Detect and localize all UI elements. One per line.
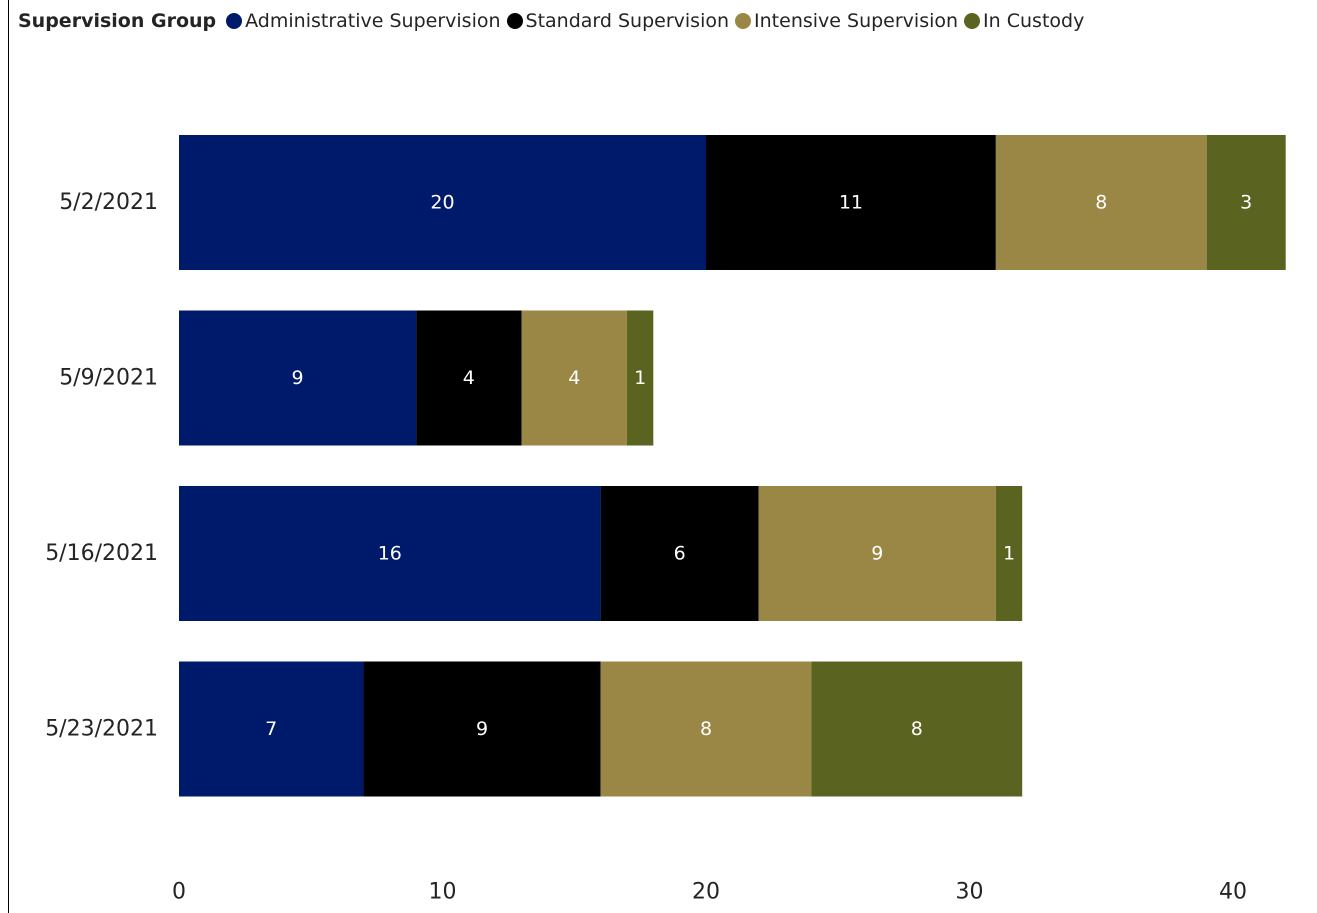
bar-segment[interactable] <box>626 310 654 446</box>
left-border <box>0 0 9 913</box>
bar-segment[interactable] <box>758 486 996 621</box>
legend-title: Supervision Group <box>18 10 217 32</box>
data-label: 4 <box>568 367 580 389</box>
x-tick-label: 40 <box>1219 880 1247 905</box>
legend-label: Intensive Supervision <box>754 10 959 32</box>
category-label: 5/16/2021 <box>45 541 158 566</box>
bar-segment[interactable] <box>811 661 1023 797</box>
bar-segment[interactable] <box>416 310 522 446</box>
category-label: 5/2/2021 <box>59 190 158 215</box>
legend-label: Administrative Supervision <box>245 10 501 32</box>
data-label: 1 <box>634 367 646 389</box>
legend-dot-icon <box>506 13 523 29</box>
legend-item-intensive[interactable]: Intensive Supervision <box>735 10 958 32</box>
legend-dot-icon <box>226 13 243 29</box>
data-label: 16 <box>378 543 402 565</box>
bar-segment[interactable] <box>706 135 996 270</box>
data-label: 9 <box>871 543 883 565</box>
bar-segment[interactable] <box>995 486 1023 621</box>
data-label: 8 <box>700 718 712 740</box>
category-label: 5/9/2021 <box>59 366 158 391</box>
legend-item-administrative[interactable]: Administrative Supervision <box>226 10 501 32</box>
data-label: 6 <box>674 543 686 565</box>
data-label: 11 <box>839 192 863 214</box>
bar-segment[interactable] <box>995 135 1207 270</box>
bar-segment[interactable] <box>600 486 759 621</box>
legend-dot-icon <box>735 13 752 29</box>
bar-segment[interactable] <box>1206 135 1286 270</box>
data-label: 4 <box>463 367 475 389</box>
data-label: 8 <box>1095 192 1107 214</box>
bar-segment[interactable] <box>521 310 627 446</box>
x-tick-label: 10 <box>429 880 457 905</box>
bar-segment[interactable] <box>363 661 601 797</box>
legend-dot-icon <box>964 13 981 29</box>
legend: Supervision Group Administrative Supervi… <box>18 7 1090 35</box>
bar-segment[interactable] <box>179 310 417 446</box>
data-label: 9 <box>292 367 304 389</box>
bar-segment[interactable] <box>179 135 706 270</box>
bar-segment[interactable] <box>600 661 812 797</box>
legend-item-in-custody[interactable]: In Custody <box>964 10 1084 32</box>
legend-label: Standard Supervision <box>525 10 730 32</box>
legend-label: In Custody <box>983 10 1085 32</box>
data-label: 7 <box>265 718 277 740</box>
bar-segment[interactable] <box>179 486 601 621</box>
x-tick-label: 0 <box>172 880 186 905</box>
data-label: 8 <box>911 718 923 740</box>
data-label: 20 <box>430 192 454 214</box>
data-label: 1 <box>1003 543 1015 565</box>
legend-item-standard[interactable]: Standard Supervision <box>506 10 730 32</box>
category-label: 5/23/2021 <box>45 717 158 742</box>
data-label: 3 <box>1240 192 1252 214</box>
data-label: 9 <box>476 718 488 740</box>
bar-segment[interactable] <box>179 661 364 797</box>
x-tick-label: 20 <box>692 880 720 905</box>
x-tick-label: 30 <box>956 880 984 905</box>
